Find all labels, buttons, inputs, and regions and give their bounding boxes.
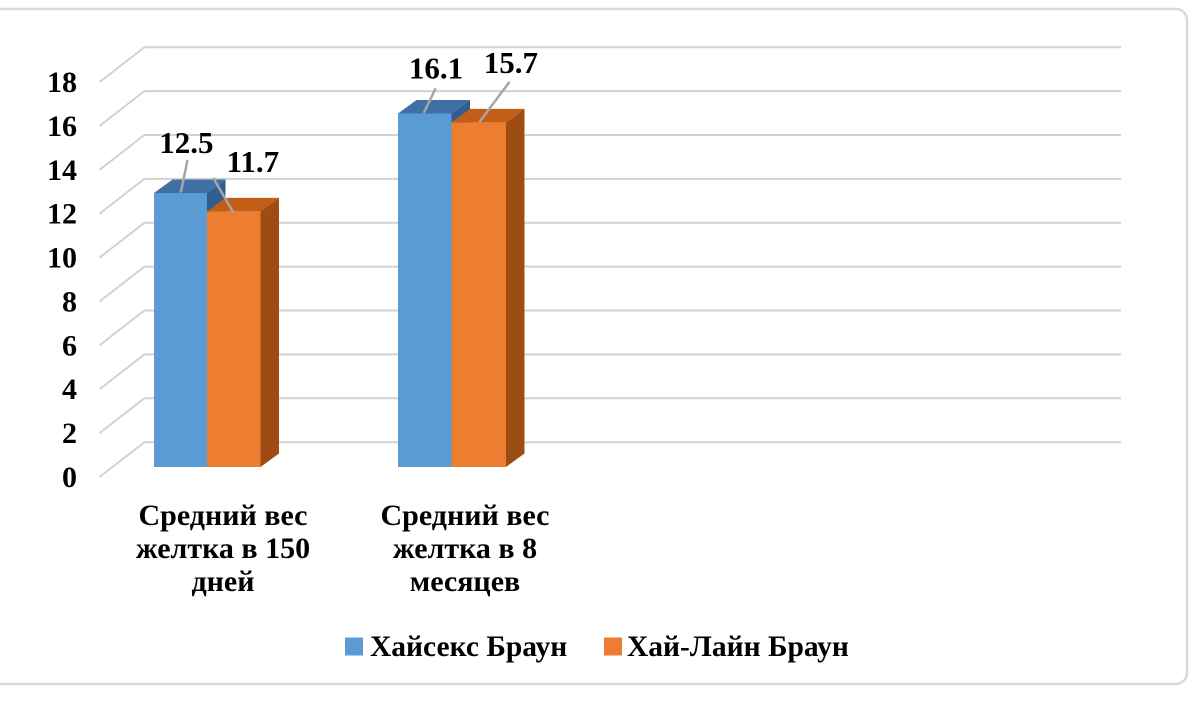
svg-text:Средний вес: Средний вес: [381, 499, 550, 532]
svg-text:Хай-Лайн Браун: Хай-Лайн Браун: [627, 631, 849, 663]
svg-text:11.7: 11.7: [227, 144, 280, 179]
svg-text:дней: дней: [191, 565, 254, 598]
svg-text:8: 8: [62, 285, 77, 318]
svg-text:Средний вес: Средний вес: [139, 499, 308, 532]
svg-text:6: 6: [62, 329, 77, 362]
svg-text:18: 18: [47, 66, 77, 99]
svg-text:месяцев: месяцев: [410, 565, 520, 598]
svg-text:16: 16: [47, 110, 77, 143]
svg-text:Хайсекс Браун: Хайсекс Браун: [370, 631, 567, 663]
svg-text:12: 12: [47, 198, 77, 231]
svg-text:желтка в 8: желтка в 8: [393, 532, 537, 565]
svg-text:14: 14: [47, 154, 77, 187]
svg-text:16.1: 16.1: [409, 51, 463, 86]
svg-text:15.7: 15.7: [484, 45, 538, 80]
svg-text:12.5: 12.5: [159, 125, 213, 160]
svg-text:2: 2: [62, 417, 77, 450]
svg-text:0: 0: [62, 461, 77, 494]
svg-text:желтка в 150: желтка в 150: [136, 532, 310, 565]
svg-text:10: 10: [47, 242, 77, 275]
svg-text:4: 4: [62, 373, 77, 406]
